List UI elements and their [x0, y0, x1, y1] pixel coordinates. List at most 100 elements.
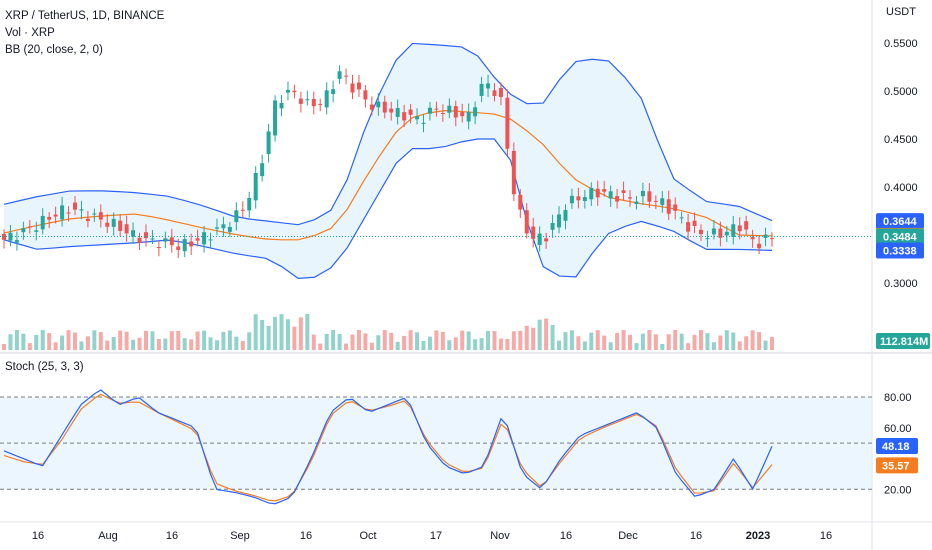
candle-body — [240, 209, 245, 211]
volume-bar — [356, 330, 361, 350]
candle-body — [434, 108, 439, 110]
candle-body — [402, 112, 407, 121]
candle-body — [202, 232, 207, 245]
candle-body — [731, 224, 736, 237]
volume-bar — [724, 330, 729, 350]
volume-bar — [369, 342, 374, 350]
candle-body — [208, 239, 213, 241]
candle-body — [582, 197, 587, 201]
volume-bar — [582, 341, 587, 350]
volume-bar — [505, 338, 510, 350]
candle-body — [21, 228, 26, 233]
candle-body — [72, 202, 77, 210]
volume-bar — [182, 338, 187, 350]
volume-bar — [595, 330, 600, 350]
candle-body — [253, 172, 258, 201]
candle-body — [382, 101, 387, 113]
candle-body — [460, 112, 465, 117]
volume-bar — [518, 330, 523, 350]
stoch-badge — [876, 457, 918, 474]
candle-body — [227, 227, 232, 232]
volume-bar — [208, 337, 213, 350]
candle-body — [131, 230, 136, 237]
candle-body — [66, 212, 71, 214]
candle-body — [595, 188, 600, 198]
volume-bar — [376, 335, 381, 350]
volume-bar — [331, 330, 336, 350]
volume-bar — [143, 330, 148, 350]
candle-body — [331, 89, 336, 95]
volume-bar — [124, 331, 129, 350]
volume-bar — [498, 338, 503, 350]
volume-bar — [615, 333, 620, 350]
candle-body — [634, 201, 639, 205]
volume-bar — [711, 342, 716, 350]
volume-bar — [447, 340, 452, 350]
candle-body — [47, 216, 52, 220]
candle-body — [298, 98, 303, 104]
volume-bar — [111, 336, 116, 350]
volume-bar — [131, 339, 136, 350]
candle-body — [660, 198, 665, 205]
candle-body — [8, 232, 13, 241]
price-badge — [876, 228, 924, 245]
volume-bar — [266, 325, 271, 350]
candle-body — [505, 97, 510, 149]
volume-bar — [531, 327, 536, 350]
price-badge-label: 0.3484 — [883, 232, 918, 244]
candle-body — [318, 103, 323, 105]
volume-bar — [253, 314, 258, 350]
candle-body — [14, 240, 19, 243]
candle-body — [163, 238, 168, 242]
volume-bar — [486, 330, 491, 350]
candle-body — [453, 106, 458, 118]
bb-legend[interactable]: BB (20, close, 2, 0) — [5, 44, 103, 56]
volume-bar — [363, 333, 368, 350]
candle-body — [79, 209, 84, 211]
candle-body — [285, 89, 290, 93]
candle-body — [324, 90, 329, 108]
volume-bar — [260, 319, 265, 350]
candle-body — [111, 218, 116, 227]
candle-body — [150, 238, 155, 240]
volume-bar — [402, 335, 407, 350]
stoch-tick-label: 60.00 — [884, 423, 912, 435]
volume-bar — [98, 332, 103, 350]
bb-fill — [4, 43, 772, 279]
volume-bar — [679, 333, 684, 350]
volume-bar — [40, 330, 45, 350]
volume-bar — [421, 341, 426, 350]
volume-bar — [189, 339, 194, 350]
volume-bar — [311, 334, 316, 350]
volume-bar — [705, 333, 710, 350]
candle-body — [98, 212, 103, 220]
candle-body — [266, 131, 271, 154]
volume-bar — [479, 338, 484, 350]
volume-bar — [350, 334, 355, 350]
stoch-k-line — [3, 389, 773, 505]
candle-body — [653, 200, 658, 202]
stoch-legend[interactable]: Stoch (25, 3, 3) — [5, 361, 84, 373]
stoch-tick-label: 20.00 — [884, 484, 912, 496]
candle-body — [376, 101, 381, 108]
volume-bar — [621, 330, 626, 350]
candle-body — [221, 224, 226, 229]
symbol-title[interactable]: XRP / TetherUS, 1D, BINANCE — [5, 10, 165, 22]
volume-bar — [537, 319, 542, 350]
stoch-tick-label: 80.00 — [884, 392, 912, 404]
time-tick-label: Nov — [490, 530, 510, 542]
volume-bar — [524, 325, 529, 350]
candle-body — [440, 113, 445, 115]
volume-bar — [60, 335, 65, 350]
candle-body — [415, 116, 420, 120]
candle-body — [473, 107, 478, 117]
volume-badge-label: 112.814M — [880, 336, 928, 348]
candle-body — [447, 105, 452, 113]
candle-body — [356, 82, 361, 90]
volume-bar — [550, 325, 555, 350]
volume-legend[interactable]: Vol · XRP — [5, 27, 55, 39]
volume-bar — [169, 331, 174, 350]
volume-bar — [640, 333, 645, 350]
